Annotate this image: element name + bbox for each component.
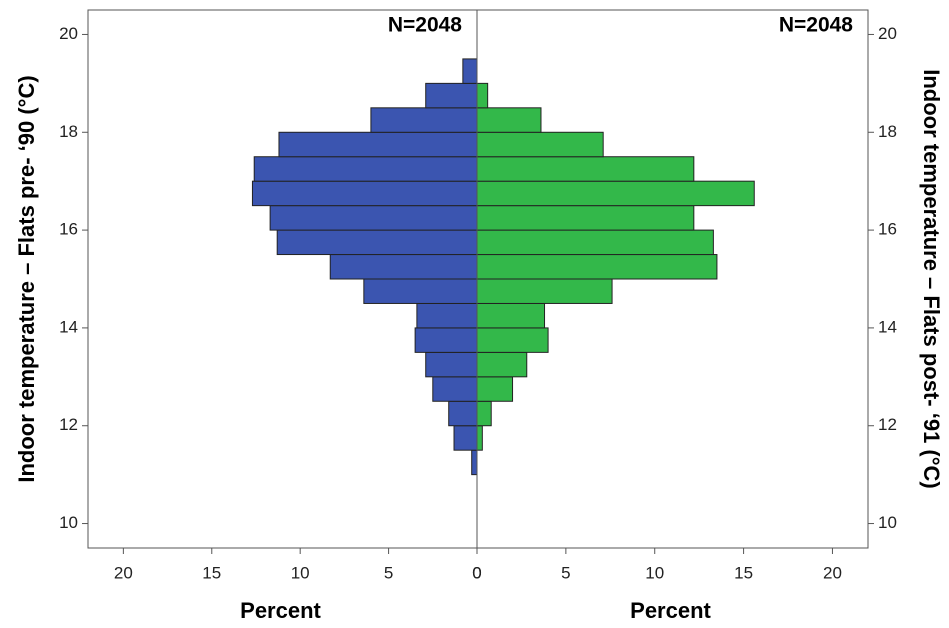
bar: [278, 131, 478, 158]
bar: [476, 107, 542, 133]
bar: [425, 82, 478, 109]
y-tick-label: 18: [59, 122, 78, 141]
y2-tick-label: 10: [878, 513, 897, 532]
bar: [476, 82, 489, 109]
y-tick-label: 20: [59, 24, 78, 43]
bar: [448, 400, 478, 427]
x-tick-label: 5: [384, 563, 393, 582]
y-axis-label: Indoor temperature – Flats post- ‘91 (°C…: [919, 69, 944, 489]
bar: [425, 351, 478, 378]
bar: [453, 425, 478, 451]
bar: [476, 327, 549, 353]
x-tick-label: 20: [114, 563, 133, 582]
bar: [253, 156, 478, 182]
y-tick-label: 16: [59, 220, 78, 239]
n-label: N=2048: [388, 14, 462, 37]
y2-tick-label: 12: [878, 415, 897, 434]
x-tick-label: 10: [645, 563, 664, 582]
y-tick-label: 10: [59, 513, 78, 532]
bar: [476, 229, 714, 256]
x-tick-label: 5: [561, 563, 570, 582]
bar: [476, 205, 695, 231]
bar: [476, 131, 604, 158]
bar: [476, 425, 483, 451]
y-axis-label: Indoor temperature – Flats pre- ‘90 (°C): [14, 75, 39, 482]
x-tick-label: 20: [823, 563, 842, 582]
bar: [416, 302, 478, 329]
bar: [476, 254, 718, 280]
bar: [476, 180, 755, 207]
n-label: N=2048: [779, 14, 853, 37]
bar: [251, 180, 478, 207]
bar: [276, 229, 478, 256]
y2-tick-label: 18: [878, 122, 897, 141]
bar: [476, 400, 492, 427]
y-tick-label: 12: [59, 415, 78, 434]
bar: [476, 302, 546, 329]
x-tick-label: 15: [734, 563, 753, 582]
bar: [414, 327, 478, 353]
bar: [329, 254, 478, 280]
y-tick-label: 14: [59, 317, 78, 336]
bar: [476, 156, 695, 182]
x-axis-label: Percent: [630, 598, 711, 623]
x-tick-label: 10: [291, 563, 310, 582]
y2-tick-label: 20: [878, 24, 897, 43]
plot-frame: [87, 9, 869, 549]
bar: [370, 107, 478, 133]
bar: [363, 278, 478, 304]
x-tick-label: 0: [472, 563, 481, 582]
bar: [476, 376, 514, 402]
y2-tick-label: 14: [878, 317, 897, 336]
y2-tick-label: 16: [878, 220, 897, 239]
bar: [476, 351, 528, 378]
bar: [471, 449, 478, 476]
x-tick-label: 0: [472, 563, 481, 582]
bar: [462, 58, 478, 84]
bar: [432, 376, 478, 402]
x-tick-label: 15: [202, 563, 221, 582]
x-axis-label: Percent: [240, 598, 321, 623]
bar: [476, 278, 613, 304]
bar: [269, 205, 478, 231]
